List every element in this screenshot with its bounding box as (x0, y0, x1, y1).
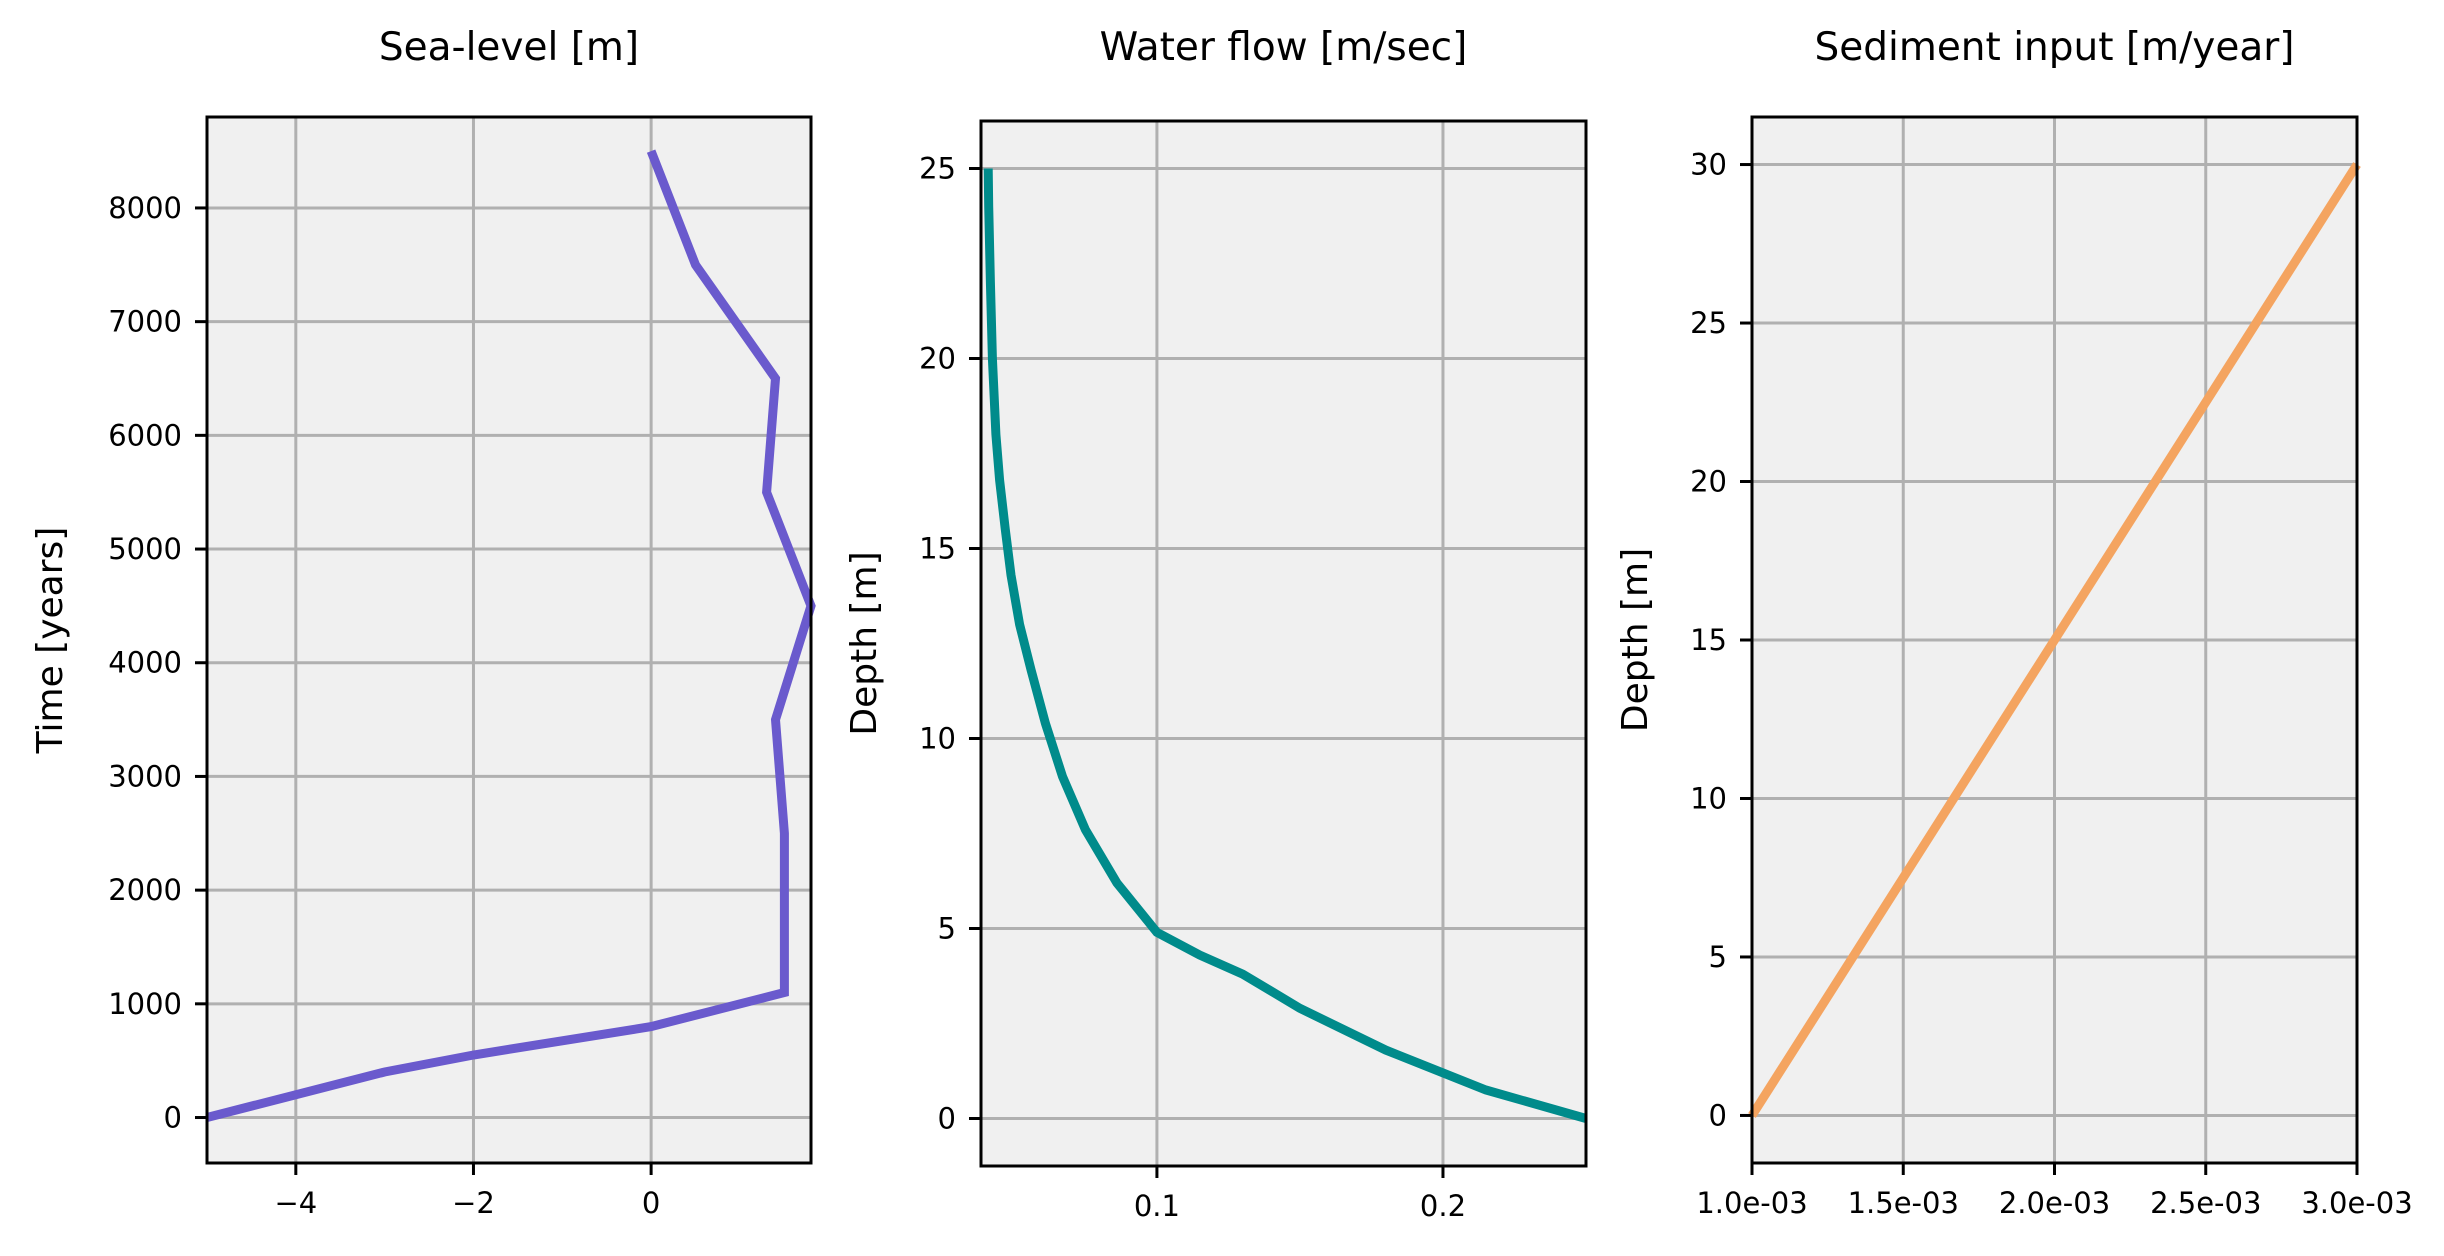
water-flow-panel: 0.1 0.2 0 5 10 15 20 25 Water flow [m/sec] Depth … (844, 25, 1588, 1223)
sea-level-axes-frame (205, 115, 813, 1165)
water-flow-y-tick-label: 0 (938, 1102, 956, 1136)
sea-level-y-tick-label: 7000 (108, 305, 182, 339)
sediment-input-y-tick-label: 25 (1690, 306, 1727, 340)
sea-level-series-line (205, 149, 816, 1122)
sediment-input-y-axis-label: Depth [m] (1615, 548, 1656, 732)
water-flow-y-tick-label: 25 (919, 152, 956, 186)
sea-level-y-tick-label: 8000 (108, 191, 182, 225)
sea-level-y-tick-label: 1000 (108, 987, 182, 1021)
sediment-input-y-tick-label: 15 (1690, 623, 1727, 657)
water-flow-title: Water flow [m/sec] (1100, 25, 1468, 70)
sediment-input-x-tick-label: 2.5e-03 (2150, 1186, 2261, 1220)
water-flow-y-tick-label: 20 (919, 342, 956, 376)
sediment-input-x-tick-label: 1.0e-03 (1696, 1186, 1807, 1220)
sea-level-y-tick-label: 0 (164, 1101, 182, 1135)
sea-level-y-tick-label: 6000 (108, 418, 182, 452)
sediment-input-title: Sediment input [m/year] (1814, 25, 2294, 70)
sea-level-y-tick-label: 2000 (108, 873, 182, 907)
sea-level-y-tick-label: 3000 (108, 759, 182, 793)
sediment-input-y-tick-label: 5 (1709, 940, 1727, 974)
sea-level-y-tick-label: 4000 (108, 646, 182, 680)
sea-level-y-axis-label: Time [years] (30, 527, 71, 755)
water-flow-plot-area (981, 121, 1586, 1166)
sediment-input-x-tick-label: 2.0e-03 (1999, 1186, 2110, 1220)
water-flow-x-tick-label: 0.1 (1134, 1189, 1180, 1223)
water-flow-x-tick-label: 0.2 (1420, 1189, 1466, 1223)
water-flow-series-line (983, 168, 1588, 1123)
sea-level-x-tick-label: 0 (642, 1186, 660, 1220)
sediment-input-x-tick-label: 3.0e-03 (2301, 1186, 2412, 1220)
sediment-input-x-tick-label: 1.5e-03 (1848, 1186, 1959, 1220)
water-flow-y-tick-label: 15 (919, 532, 956, 566)
sea-level-panel: −4 −2 0 0 1000 2000 3000 4000 5000 6000 7000 8000 Se… (30, 25, 816, 1220)
water-flow-y-tick-label: 10 (919, 722, 956, 756)
sea-level-y-tick-label: 5000 (108, 532, 182, 566)
sea-level-x-tick-label: −4 (274, 1186, 317, 1220)
sea-level-title: Sea-level [m] (379, 25, 639, 70)
water-flow-y-tick-label: 5 (938, 912, 956, 946)
water-flow-y-axis-label: Depth [m] (844, 551, 885, 735)
sediment-input-y-tick-label: 10 (1690, 781, 1727, 815)
sediment-input-y-tick-label: 0 (1709, 1098, 1727, 1132)
sea-level-x-tick-label: −2 (452, 1186, 495, 1220)
sediment-input-y-tick-label: 20 (1690, 465, 1727, 499)
sediment-input-panel: 1.0e-03 1.5e-03 2.0e-03 2.5e-03 3.0e-03 0 5 10 1… (1615, 25, 2413, 1220)
sediment-input-series-line (1748, 162, 2361, 1118)
sediment-input-y-tick-label: 30 (1690, 148, 1727, 182)
water-flow-axes-frame (979, 119, 1588, 1168)
